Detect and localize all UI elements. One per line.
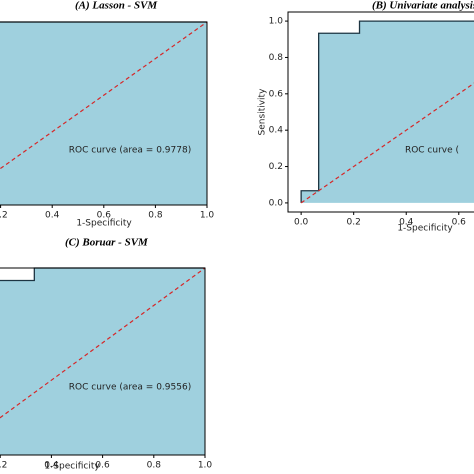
legend-label: ROC curve (area = 0.9556) xyxy=(69,383,191,393)
x-tick-label: 1.0 xyxy=(198,461,213,471)
chart-panel: (C) Boruar - SVM 0.2 0.4 0.6 0.8 1.0 1-Specifi… xyxy=(0,237,212,472)
chart-panel: (A) Lasson - SVM 0.2 0.4 0.6 0.8 1.0 1-Specifi… xyxy=(0,0,214,229)
x-tick-label: 0.4 xyxy=(399,218,414,228)
x-tick-label: 0.2 xyxy=(347,218,361,228)
x-tick-label: 0.0 xyxy=(294,218,309,228)
y-tick-label: 0.2 xyxy=(269,162,283,172)
chart-title: (B) Univariate analysis - SV xyxy=(372,0,474,12)
x-tick-label: 0.2 xyxy=(0,211,8,221)
chart-panel: (B) Univariate analysis - SV 0.0 0.2 0.4 0.6… xyxy=(258,0,474,234)
plot-frame xyxy=(287,11,474,213)
roc-curve xyxy=(300,20,474,203)
y-tick-label: 0.6 xyxy=(269,89,284,99)
plot-frame xyxy=(0,267,206,456)
x-tick-label: 0.4 xyxy=(45,211,60,221)
y-tick-label: 0.0 xyxy=(269,198,284,208)
x-tick-label: 0.6 xyxy=(452,218,467,228)
x-axis-label: 1-Specificity xyxy=(397,224,453,234)
legend-label: ROC curve (area = 0.9778) xyxy=(69,146,191,156)
x-axis-label: 1-Specificity xyxy=(76,219,132,229)
roc-area xyxy=(0,22,207,205)
x-tick-label: 0.6 xyxy=(95,461,110,471)
x-tick-label: 1.0 xyxy=(200,211,215,221)
roc-area xyxy=(0,268,205,455)
x-tick-label: 0.4 xyxy=(44,461,59,471)
y-tick-label: 0.8 xyxy=(269,53,284,63)
x-axis-label: 1-Specificity xyxy=(44,462,100,472)
x-tick-label: 0.8 xyxy=(148,211,163,221)
plot-frame xyxy=(0,21,208,206)
x-tick-label: 0.2 xyxy=(0,461,7,471)
x-tick-label: 0.6 xyxy=(97,211,112,221)
roc-area xyxy=(301,21,474,203)
legend-label: ROC curve ( xyxy=(405,146,459,156)
chart-title: (C) Boruar - SVM xyxy=(65,237,149,249)
y-tick-label: 0.4 xyxy=(269,126,284,136)
y-tick-label: 1.0 xyxy=(269,17,284,27)
chart-title: (A) Lasson - SVM xyxy=(75,0,158,12)
y-axis-label: Sensitivity xyxy=(258,88,268,136)
x-tick-label: 0.8 xyxy=(147,461,162,471)
